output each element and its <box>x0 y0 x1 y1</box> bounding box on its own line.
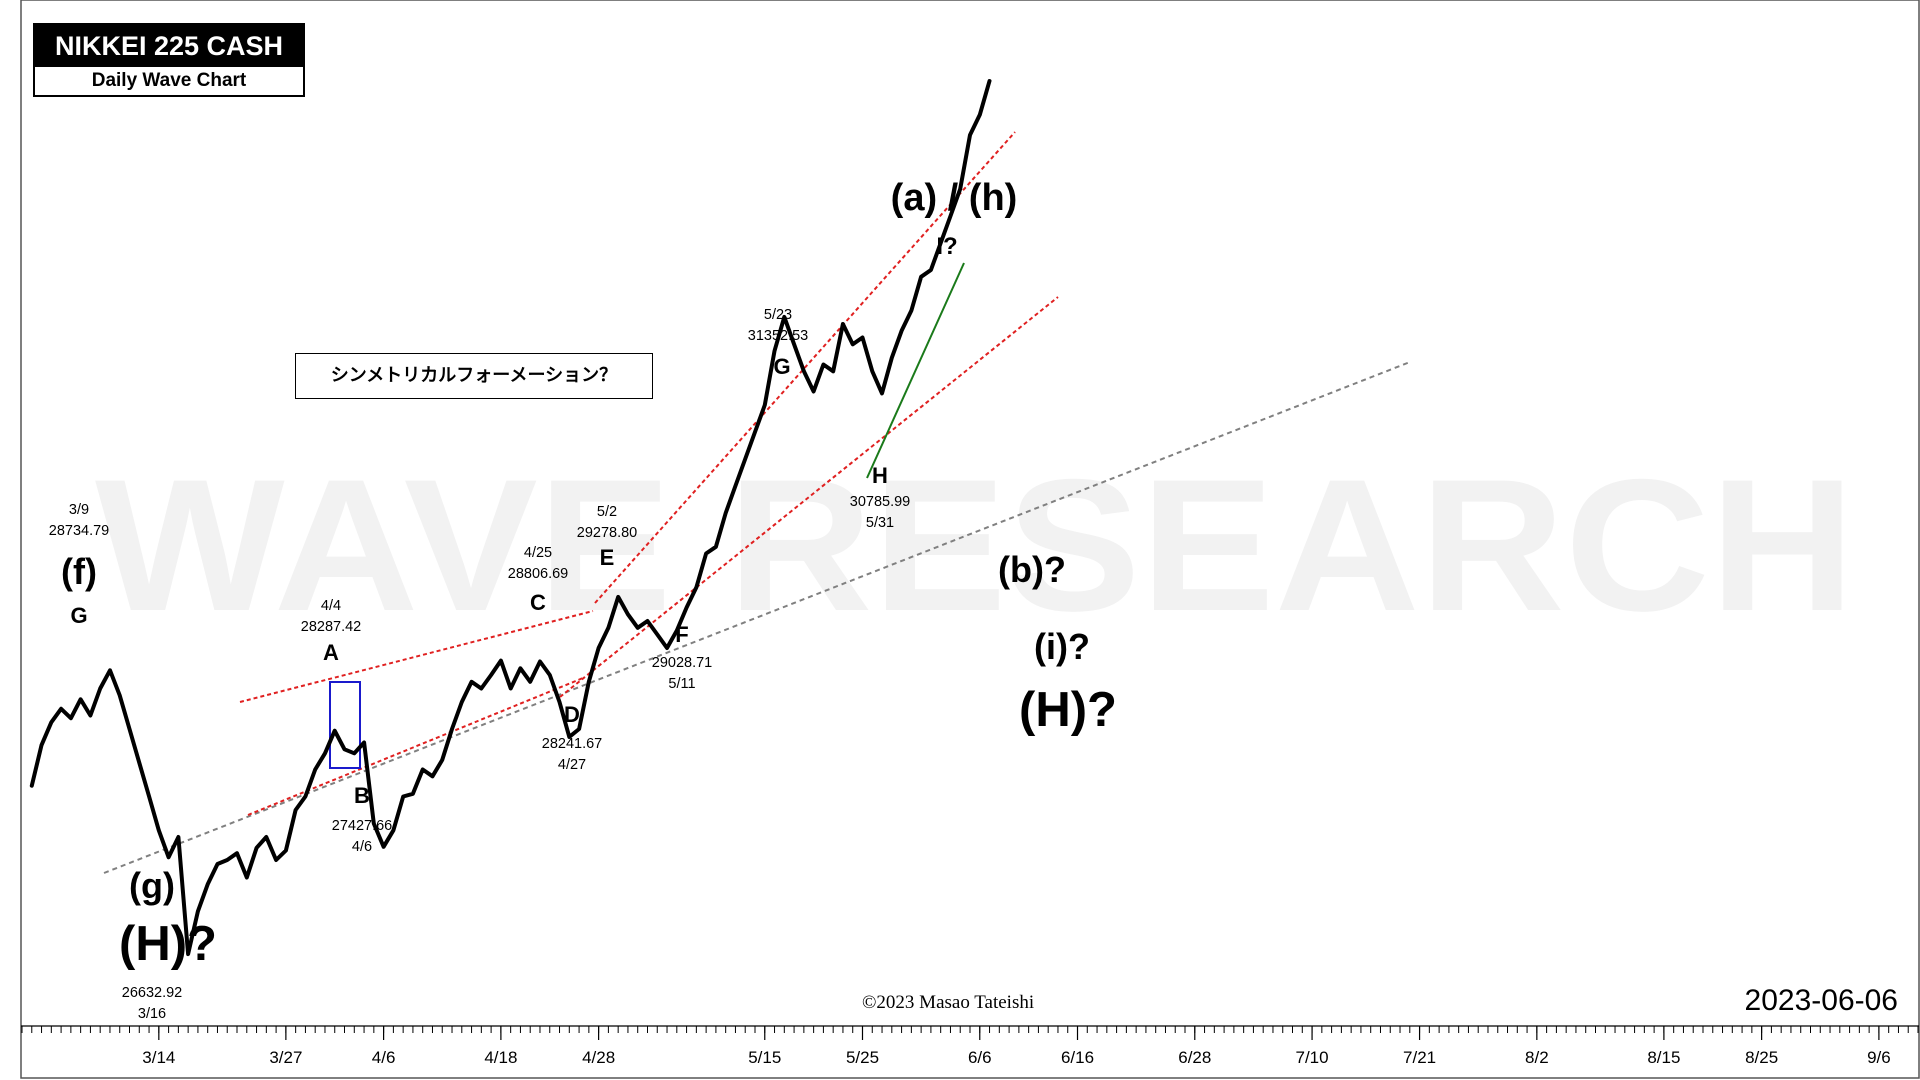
green-trendline <box>866 262 965 479</box>
chart-title: NIKKEI 225 CASH <box>35 25 303 67</box>
price-label-p523-date: 5/23 <box>764 307 792 323</box>
price-label-p39-date: 3/9 <box>69 502 89 518</box>
x-tick-label: 5/15 <box>748 1048 781 1067</box>
wave-label-B: B <box>354 783 370 808</box>
price-label-p44-date: 4/4 <box>321 598 341 614</box>
x-tick-label: 3/14 <box>142 1048 175 1067</box>
ab-highlight-box <box>329 681 361 769</box>
chart-border <box>20 0 1920 1079</box>
wave-label-i: (i)? <box>1034 626 1090 667</box>
x-tick-label: 7/21 <box>1403 1048 1436 1067</box>
price-label-p46-date: 4/6 <box>352 839 372 855</box>
wave-label-b: (b)? <box>998 549 1066 590</box>
wave-label-g: (g) <box>129 865 175 906</box>
chart-title-box: NIKKEI 225 CASH Daily Wave Chart <box>33 23 305 97</box>
x-tick-label: 6/28 <box>1178 1048 1211 1067</box>
wave-label-H1: (H)? <box>119 917 217 971</box>
wave-label-C: C <box>530 590 546 615</box>
formation-note: シンメトリカルフォーメーション？ <box>295 353 653 399</box>
date-stamp: 2023-06-06 <box>1744 984 1898 1017</box>
price-label-p52-value: 29278.80 <box>577 525 637 541</box>
price-label-p52-date: 5/2 <box>597 504 617 520</box>
price-label-p425-value: 28806.69 <box>508 566 568 582</box>
price-annotations: 3/9 28734.79 26632.92 3/16 4/4 28287.42 … <box>49 307 910 1022</box>
wave-label-I: I? <box>936 233 957 260</box>
x-axis-ticks <box>21 1026 1919 1040</box>
price-label-p531-date: 5/31 <box>866 515 894 531</box>
x-tick-label: 4/18 <box>484 1048 517 1067</box>
wave-label-H2: (H)? <box>1019 683 1117 737</box>
price-label-p511-date: 5/11 <box>668 676 695 692</box>
price-label-p316-date: 3/16 <box>138 1006 166 1022</box>
wave-label-f: (f) <box>61 551 97 592</box>
x-tick-label: 4/28 <box>582 1048 615 1067</box>
price-label-p39-value: 28734.79 <box>49 523 109 539</box>
wave-label-D: D <box>564 702 580 727</box>
wave-label-a-h: (a) / (h) <box>891 177 1018 219</box>
price-label-p531-value: 30785.99 <box>850 494 910 510</box>
price-label-p44-value: 28287.42 <box>301 619 361 635</box>
x-tick-label: 8/15 <box>1647 1048 1680 1067</box>
price-label-p523-value: 31352.53 <box>748 328 808 344</box>
price-label-p511-value: 29028.71 <box>652 655 712 671</box>
channel-lower-line-1 <box>247 677 584 816</box>
price-label-p316-value: 26632.92 <box>122 985 182 1001</box>
x-tick-label: 4/6 <box>372 1048 396 1067</box>
price-label-p427-value: 28241.67 <box>542 736 602 752</box>
wave-label-A: A <box>323 640 339 665</box>
wave-label-H: H <box>872 463 888 488</box>
x-tick-label: 8/25 <box>1745 1048 1778 1067</box>
triangle-upper-line <box>239 610 594 703</box>
wave-label-G2: G <box>773 354 790 379</box>
x-tick-label: 8/2 <box>1525 1048 1549 1067</box>
channel-lower-line-2 <box>559 296 1059 698</box>
wave-annotations: G (f) (g) (H)? A B C D E F G H I? (a) / … <box>61 177 1117 971</box>
x-tick-label: 3/27 <box>269 1048 302 1067</box>
x-tick-label: 5/25 <box>846 1048 879 1067</box>
copyright: ©2023 Masao Tateishi <box>862 992 1035 1013</box>
x-tick-label: 9/6 <box>1867 1048 1891 1067</box>
x-tick-label: 6/6 <box>968 1048 992 1067</box>
x-axis-tick-labels: 3/14 3/27 4/6 4/18 4/28 5/15 5/25 6/6 6/16 6/28 7/… <box>142 1048 1890 1067</box>
trend-lines <box>103 131 1411 874</box>
price-line <box>29 79 992 957</box>
watermark: WAVE RESEARCH <box>95 440 1855 650</box>
x-tick-label: 6/16 <box>1061 1048 1094 1067</box>
wave-label-G1: G <box>70 603 87 628</box>
x-tick-label: 7/10 <box>1296 1048 1329 1067</box>
price-label-p425-date: 4/25 <box>524 545 552 561</box>
price-label-p427-date: 4/27 <box>558 757 586 773</box>
wave-label-F: F <box>675 622 688 647</box>
wave-label-E: E <box>600 545 615 570</box>
chart-subtitle: Daily Wave Chart <box>91 70 247 91</box>
channel-upper-line <box>594 131 1016 604</box>
price-label-p46-value: 27427.66 <box>332 818 392 834</box>
